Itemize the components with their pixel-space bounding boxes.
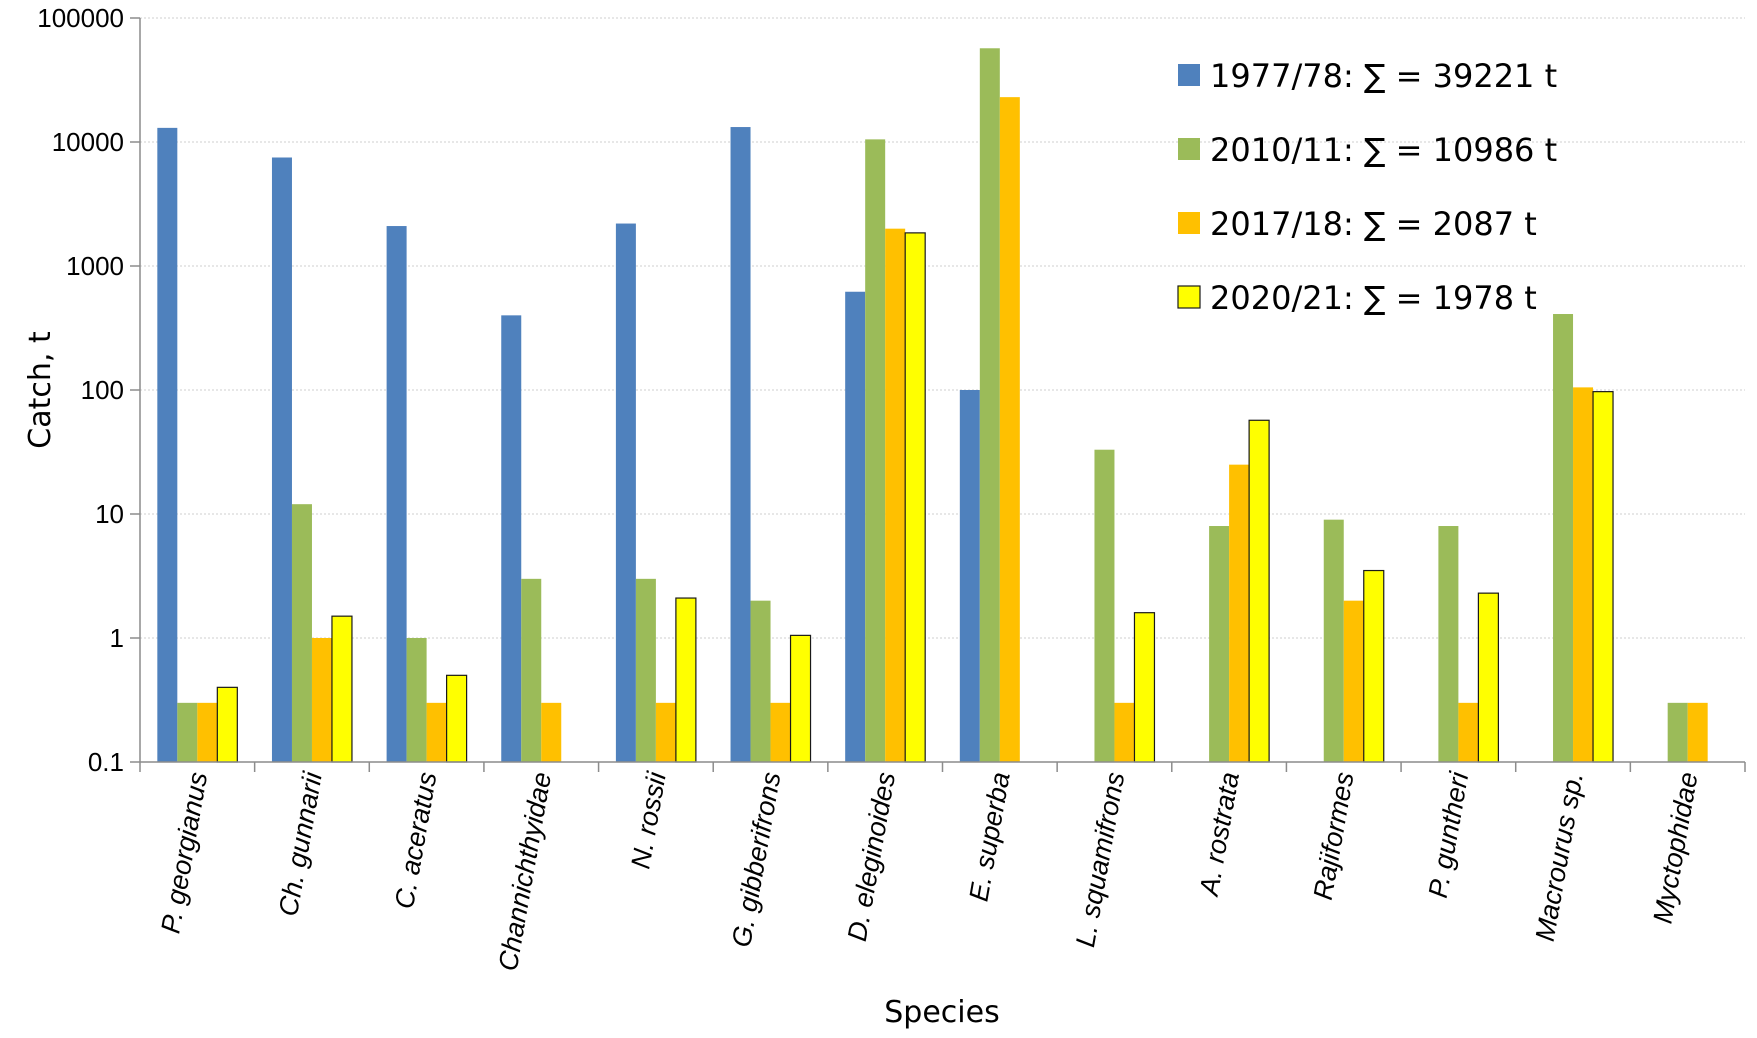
bar-2-1: [177, 702, 198, 762]
x-category-label: D. eleginoides: [842, 770, 901, 944]
x-category-label: N. rossii: [625, 769, 672, 871]
bar-3-9: [1114, 702, 1135, 762]
bar-3-13: [1573, 387, 1594, 762]
bar-2-8: [979, 48, 1000, 762]
x-category-label: C. aceratus: [389, 770, 443, 911]
bar-1-3: [386, 226, 407, 762]
x-category-label: P. guntheri: [1423, 769, 1475, 900]
y-axis-ticks: 100000 10000 1000 100 10 1 0.1: [37, 3, 140, 777]
x-category-label: Myctophidae: [1647, 770, 1703, 926]
bar-3-1: [197, 702, 218, 762]
x-category-label: G. gibberifrons: [726, 770, 786, 950]
bar-2-13: [1553, 314, 1574, 762]
bar-3-2: [311, 638, 332, 762]
bar-4-3: [446, 674, 468, 763]
x-category-label: Channichthyidae: [493, 770, 557, 973]
bar-4-7: [904, 232, 926, 763]
x-axis-title: Species: [884, 995, 999, 1030]
legend: 1977/78: ∑ = 39221 t 2010/11: ∑ = 10986 t…: [1177, 57, 1557, 317]
x-category-label: Rajiformes: [1308, 770, 1360, 902]
x-category-label: Ch. gunnarii: [273, 769, 328, 919]
legend-swatch: [1178, 138, 1200, 160]
bar-3-7: [885, 228, 906, 762]
x-category-label: P. georgianus: [155, 770, 213, 936]
legend-label: 1977/78: ∑ = 39221 t: [1210, 57, 1557, 95]
x-category-label: A. rostrata: [1193, 770, 1245, 900]
bar-2-6: [750, 600, 771, 762]
bar-1-6: [730, 127, 751, 763]
bar-4-10: [1248, 419, 1270, 763]
bars: [157, 48, 1708, 763]
bar-4-1: [216, 686, 238, 763]
bar-2-4: [521, 578, 542, 762]
gridlines: [140, 17, 1745, 763]
bar-2-14: [1667, 702, 1688, 762]
legend-label: 2017/18: ∑ = 2087 t: [1210, 205, 1537, 243]
y-tick-label: 10: [95, 499, 124, 529]
bar-2-10: [1209, 526, 1230, 762]
bar-2-11: [1323, 519, 1344, 762]
bar-4-9: [1133, 612, 1156, 763]
y-axis-title: Catch, t: [23, 331, 58, 449]
axes: [139, 18, 1746, 772]
bar-3-12: [1458, 702, 1479, 762]
y-tick-label: 10000: [52, 127, 124, 157]
bar-2-3: [406, 638, 427, 762]
bar-1-8: [959, 390, 980, 762]
bar-3-6: [770, 702, 791, 762]
bar-3-11: [1343, 600, 1364, 762]
bar-4-13: [1592, 391, 1614, 763]
y-tick-label: 100000: [37, 3, 124, 33]
y-tick-label: 1000: [66, 251, 124, 281]
x-category-label: Macrourus sp.: [1530, 770, 1589, 944]
x-category-label: L. squamifrons: [1070, 770, 1130, 950]
bar-3-4: [541, 702, 562, 762]
bar-3-5: [655, 702, 676, 762]
x-axis-labels: P. georgianus Ch. gunnarii C. aceratus Chan…: [155, 769, 1703, 973]
legend-label: 2010/11: ∑ = 10986 t: [1210, 131, 1557, 169]
bar-1-1: [157, 127, 178, 762]
bar-3-10: [1229, 464, 1250, 762]
bar-1-4: [501, 315, 522, 762]
bar-4-12: [1477, 592, 1499, 763]
bar-1-2: [271, 157, 292, 762]
bar-3-8: [999, 97, 1020, 762]
legend-label: 2020/21: ∑ = 1978 t: [1210, 279, 1537, 317]
bar-2-2: [291, 504, 312, 762]
bar-3-14: [1687, 702, 1708, 762]
bar-2-12: [1438, 526, 1459, 762]
bar-4-2: [331, 615, 353, 763]
bar-3-3: [426, 702, 447, 762]
y-tick-label: 1: [110, 623, 124, 653]
legend-swatch: [1177, 285, 1201, 309]
legend-swatch: [1178, 212, 1200, 234]
bar-2-9: [1094, 449, 1115, 762]
bar-4-11: [1363, 569, 1385, 763]
bar-1-7: [845, 291, 866, 762]
bar-4-5: [675, 597, 697, 763]
legend-swatch: [1178, 64, 1200, 86]
bar-2-7: [865, 139, 886, 762]
x-category-label: E. superba: [964, 770, 1016, 904]
y-tick-label: 0.1: [88, 747, 124, 777]
bar-1-5: [615, 223, 636, 763]
y-tick-label: 100: [81, 375, 124, 405]
bar-4-6: [789, 634, 812, 763]
bar-2-5: [635, 578, 656, 762]
